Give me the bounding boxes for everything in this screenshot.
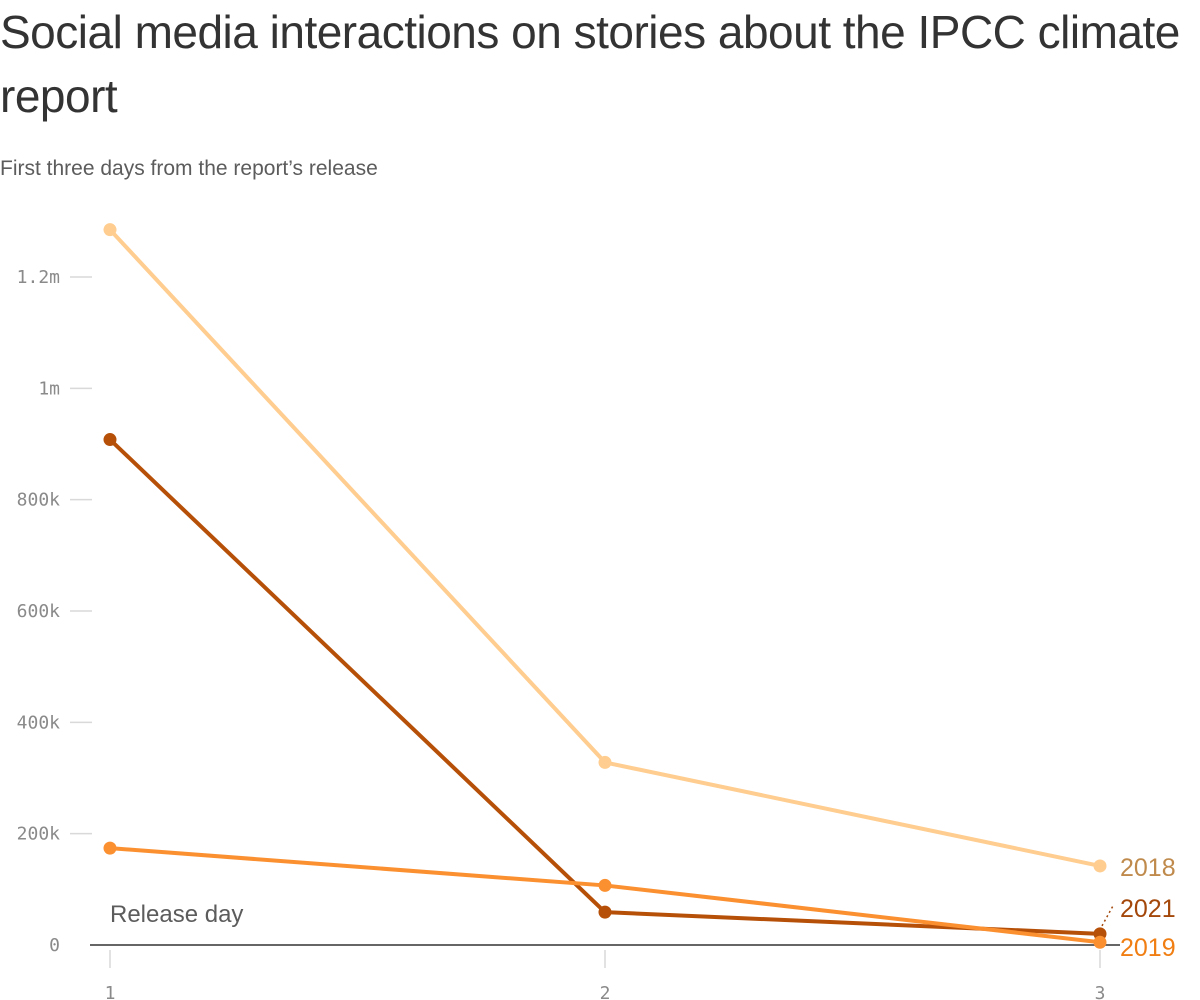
series-label-2018: 2018 — [1120, 854, 1176, 882]
chart-subtitle: First three days from the report’s relea… — [0, 157, 378, 180]
series-labels: 2018 2019 2021 — [1101, 854, 1176, 962]
series-label-2021: 2021 — [1120, 895, 1176, 923]
series-line-2018 — [108, 227, 1102, 868]
x-axis: 1 2 3 — [105, 950, 1106, 1000]
y-tick-label: 1.2m — [17, 267, 60, 288]
data-point-2021 — [103, 433, 117, 447]
release-day-annotation: Release day — [110, 901, 243, 928]
x-tick-label: 2 — [600, 983, 611, 1000]
y-tick-label: 600k — [17, 601, 61, 622]
x-tick-label: 3 — [1095, 983, 1106, 1000]
y-tick-label: 800k — [17, 490, 61, 511]
series-label-2019: 2019 — [1120, 934, 1176, 962]
x-tick-label: 1 — [105, 983, 116, 1000]
data-point-2018 — [598, 755, 612, 769]
y-tick-label: 200k — [17, 824, 61, 845]
y-tick-label: 400k — [17, 712, 61, 733]
chart-title: Social media interactions on stories abo… — [0, 6, 1180, 122]
data-point-2019 — [598, 878, 612, 892]
y-tick-label: 0 — [49, 935, 60, 956]
data-point-2018 — [103, 223, 117, 237]
y-tick-label: 1m — [38, 378, 60, 399]
data-point-2018 — [1093, 859, 1107, 873]
data-point-2019 — [103, 841, 117, 855]
data-point-2021 — [598, 905, 612, 919]
label-leader-2021 — [1101, 903, 1115, 927]
y-axis: 0 200k 400k 600k 800k 1m 1.2m — [17, 267, 92, 956]
data-point-2019 — [1093, 935, 1107, 949]
series-layer — [103, 223, 1107, 949]
